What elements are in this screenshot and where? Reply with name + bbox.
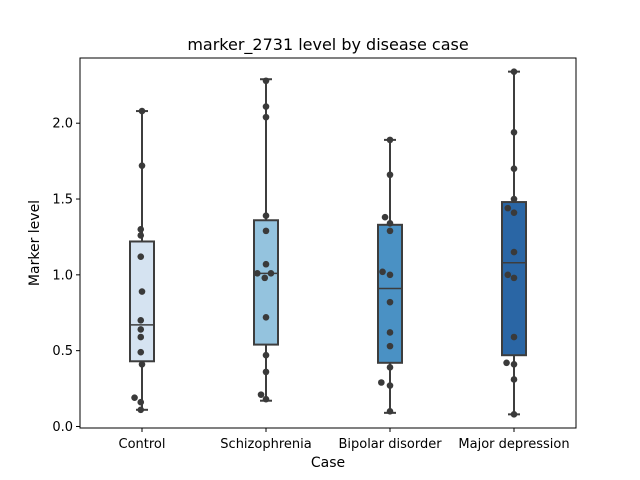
axes: Control Schizophrenia Bipolar disorder Majo… [52, 117, 569, 452]
data-point [386, 408, 394, 415]
data-point [510, 129, 518, 136]
data-point [386, 342, 394, 350]
y-tick-label: 2.0 [52, 117, 73, 132]
data-point [262, 103, 270, 110]
data-point [378, 379, 385, 386]
data-point [510, 361, 518, 368]
box-iqr [129, 240, 155, 363]
plot-area [129, 68, 527, 418]
data-point [510, 68, 518, 75]
data-point [510, 274, 518, 282]
data-point [254, 270, 261, 277]
box-iqr [377, 223, 403, 364]
data-point [381, 213, 389, 221]
data-point [510, 333, 518, 341]
data-point [262, 395, 270, 403]
data-point [262, 113, 270, 121]
data-point [386, 364, 394, 371]
data-point [386, 329, 394, 336]
y-axis-label: Marker level [27, 200, 43, 286]
box-iqr [253, 219, 279, 346]
data-point [261, 274, 269, 282]
data-point [137, 406, 145, 414]
data-point [510, 248, 518, 256]
data-point [386, 382, 394, 389]
data-point [262, 314, 270, 321]
data-point [137, 232, 145, 239]
data-point [137, 333, 145, 341]
data-point [510, 209, 518, 216]
x-axis-label: Case [311, 455, 345, 471]
plot-frame [79, 57, 577, 429]
data-point [386, 136, 394, 144]
data-point [137, 398, 145, 406]
data-point [386, 227, 394, 235]
box-group-2 [253, 77, 279, 403]
box-group-1 [129, 107, 155, 414]
data-point [386, 271, 394, 279]
data-point [379, 268, 386, 276]
data-point [137, 348, 145, 356]
x-tick-label: Control [119, 437, 166, 452]
y-tick-label: 1.0 [52, 268, 73, 283]
data-point [131, 394, 138, 401]
data-point [510, 165, 518, 172]
y-tick-label: 1.5 [52, 193, 73, 208]
data-point [262, 351, 270, 359]
data-point [510, 411, 518, 418]
y-tick-label: 0.5 [52, 344, 73, 359]
data-point [137, 253, 145, 260]
data-point [257, 391, 265, 398]
data-point [138, 107, 146, 115]
x-tick-label: Major depression [458, 437, 569, 452]
data-point [262, 212, 270, 220]
data-point [138, 361, 146, 368]
data-point [267, 270, 275, 277]
x-tick-label: Bipolar disorder [338, 437, 442, 452]
data-point [510, 376, 518, 383]
data-point [262, 260, 270, 268]
data-point [262, 77, 270, 85]
data-point [138, 288, 146, 295]
data-point [137, 317, 145, 324]
data-point [262, 227, 270, 235]
data-point [386, 298, 394, 306]
x-tick-label: Schizophrenia [220, 437, 311, 452]
data-point [386, 171, 394, 179]
data-point [504, 204, 512, 212]
data-point [386, 219, 394, 227]
data-point [137, 326, 145, 333]
y-tick-label: 0.0 [52, 420, 73, 435]
data-point [503, 359, 510, 367]
data-point [138, 162, 146, 169]
data-point [504, 271, 512, 279]
data-point [137, 226, 145, 233]
chart-title: marker_2731 level by disease case [187, 35, 468, 55]
data-point [262, 368, 270, 376]
data-point [510, 195, 518, 203]
box-group-4 [501, 68, 527, 418]
box-group-3 [377, 136, 403, 415]
